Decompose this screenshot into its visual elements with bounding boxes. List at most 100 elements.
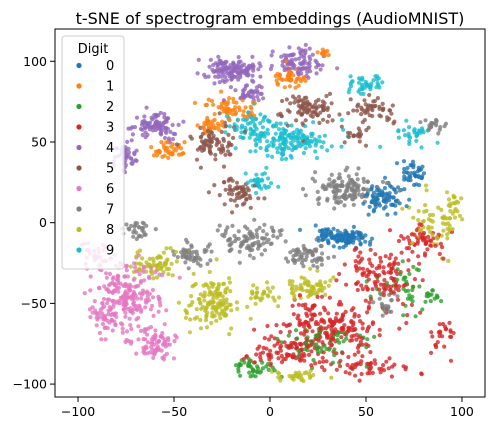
- point-digit-5: [329, 101, 334, 106]
- point-digit-7: [227, 236, 233, 241]
- point-digit-3: [360, 287, 365, 292]
- point-digit-6: [142, 278, 147, 283]
- point-digit-6: [156, 309, 161, 314]
- point-digit-4: [149, 115, 154, 120]
- point-digit-6: [144, 345, 149, 351]
- point-digit-7: [209, 249, 214, 254]
- point-digit-2: [428, 299, 433, 304]
- point-digit-3: [417, 222, 422, 227]
- point-digit-8: [299, 285, 304, 290]
- point-digit-7: [236, 229, 241, 234]
- point-digit-1: [233, 112, 238, 117]
- point-digit-0: [331, 226, 336, 231]
- point-digit-6: [160, 335, 165, 340]
- point-digit-8: [191, 271, 196, 276]
- chart-title: t-SNE of spectrogram embeddings (AudioMN…: [76, 9, 465, 28]
- point-digit-2: [414, 267, 419, 272]
- point-digit-5: [213, 152, 218, 157]
- point-digit-4: [303, 42, 308, 48]
- point-digit-9: [339, 144, 344, 149]
- point-digit-3: [338, 358, 343, 363]
- point-digit-3: [370, 321, 375, 327]
- point-digit-8: [299, 275, 304, 280]
- point-digit-0: [412, 172, 417, 177]
- point-digit-7: [183, 255, 189, 260]
- point-digit-6: [161, 357, 167, 362]
- point-digit-4: [258, 64, 263, 69]
- point-digit-3: [381, 265, 386, 270]
- point-digit-4: [233, 65, 238, 70]
- point-digit-6: [93, 311, 99, 316]
- point-digit-8: [289, 375, 295, 381]
- point-digit-8: [224, 297, 229, 302]
- point-digit-5: [305, 99, 310, 104]
- point-digit-5: [200, 148, 205, 153]
- point-digit-1: [226, 107, 231, 112]
- point-digit-1: [163, 148, 168, 153]
- point-digit-8: [209, 292, 215, 297]
- point-digit-2: [314, 334, 319, 339]
- point-digit-7: [285, 259, 291, 264]
- point-digit-3: [368, 366, 373, 371]
- point-digit-3: [298, 322, 303, 327]
- point-digit-8: [430, 232, 435, 238]
- point-digit-1: [280, 77, 285, 82]
- point-digit-6: [138, 328, 144, 333]
- point-digit-3: [367, 269, 372, 275]
- point-digit-2: [266, 361, 271, 367]
- point-digit-3: [421, 230, 427, 236]
- point-digit-4: [240, 63, 245, 69]
- point-digit-3: [366, 304, 371, 309]
- point-digit-6: [105, 301, 110, 306]
- point-digit-3: [272, 343, 277, 348]
- point-digit-8: [198, 300, 203, 305]
- point-digit-5: [244, 196, 249, 201]
- point-digit-9: [249, 178, 254, 183]
- point-digit-8: [184, 311, 189, 316]
- point-digit-6: [139, 296, 144, 301]
- point-digit-3: [400, 301, 405, 307]
- point-digit-5: [241, 187, 246, 192]
- point-digit-3: [440, 334, 445, 339]
- point-digit-9: [262, 171, 267, 176]
- point-digit-3: [300, 303, 305, 308]
- point-digit-8: [189, 294, 194, 299]
- point-digit-3: [318, 326, 323, 331]
- point-digit-4: [216, 68, 221, 73]
- point-digit-2: [312, 342, 317, 347]
- point-digit-5: [212, 183, 217, 188]
- legend: Digit 0 1 2 3 4 5 6 7 8 9: [61, 35, 125, 270]
- point-digit-3: [360, 256, 365, 261]
- point-digit-9: [276, 184, 281, 189]
- point-digit-1: [287, 73, 292, 78]
- point-digit-3: [356, 313, 361, 319]
- point-digit-3: [438, 241, 443, 246]
- point-digit-3: [391, 278, 396, 283]
- point-digit-8: [424, 208, 429, 213]
- point-digit-3: [298, 331, 304, 336]
- point-digit-3: [396, 261, 401, 266]
- point-digit-6: [100, 305, 105, 310]
- point-digit-4: [162, 135, 168, 141]
- point-digit-3: [352, 312, 357, 317]
- point-digit-6: [116, 277, 121, 282]
- point-digit-9: [307, 141, 312, 146]
- point-digit-8: [159, 266, 164, 271]
- point-digit-3: [322, 368, 327, 373]
- point-digit-7: [297, 249, 302, 255]
- point-digit-2: [420, 307, 425, 312]
- point-digit-2: [372, 334, 377, 339]
- point-digit-7: [311, 263, 316, 268]
- point-digit-8: [163, 262, 168, 268]
- point-digit-3: [302, 329, 307, 334]
- point-digit-1: [287, 84, 292, 89]
- point-digit-8: [144, 260, 149, 265]
- point-digit-1: [223, 102, 228, 107]
- point-digit-8: [436, 205, 441, 210]
- point-digit-8: [312, 287, 317, 293]
- point-digit-3: [365, 326, 371, 331]
- point-digit-3: [329, 332, 334, 337]
- point-digit-6: [137, 303, 142, 308]
- point-digit-8: [206, 285, 211, 290]
